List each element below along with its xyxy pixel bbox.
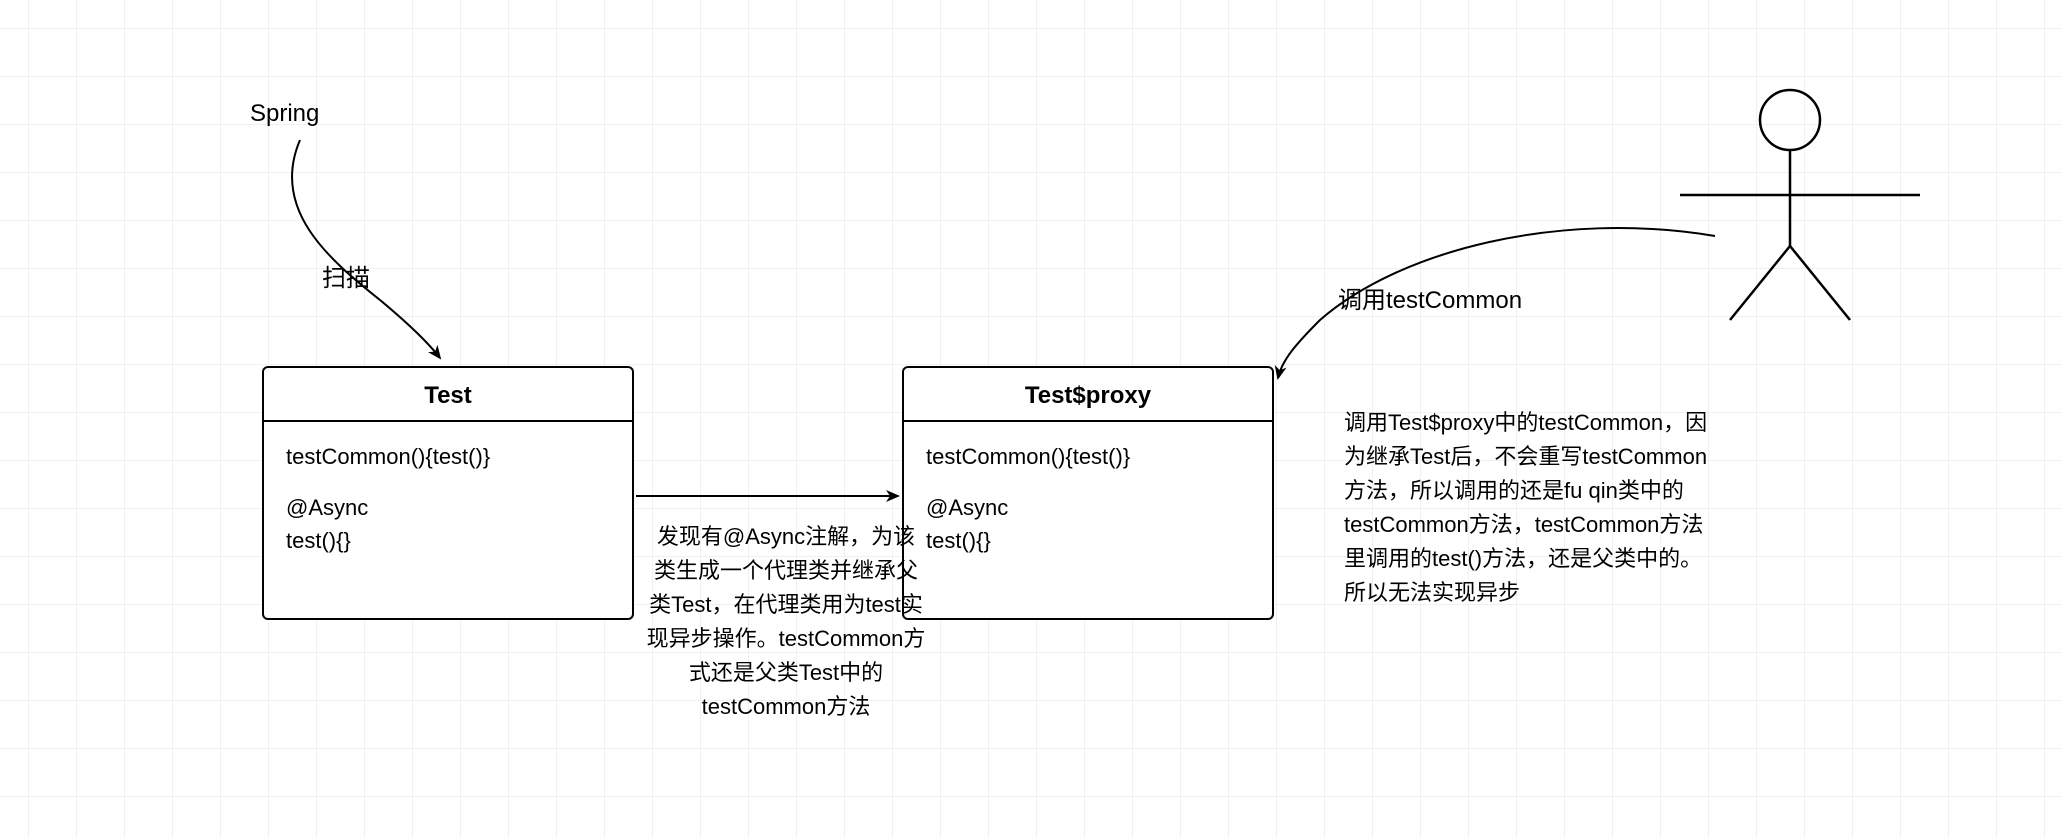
- diagram-canvas: Test testCommon(){test()} @Async test(){…: [0, 0, 2062, 838]
- note-right: 调用Test$proxy中的testCommon，因为继承Test后，不会重写t…: [1344, 406, 1714, 611]
- test-body-line3: test(){}: [286, 524, 610, 557]
- class-box-proxy: Test$proxy testCommon(){test()} @Async t…: [902, 366, 1274, 620]
- proxy-body-line1: testCommon(){test()}: [926, 440, 1250, 473]
- class-body-test: testCommon(){test()} @Async test(){}: [264, 422, 632, 575]
- test-body-line1: testCommon(){test()}: [286, 440, 610, 473]
- label-spring: Spring: [250, 100, 319, 128]
- proxy-body-line3: test(){}: [926, 524, 1250, 557]
- class-body-proxy: testCommon(){test()} @Async test(){}: [904, 422, 1272, 575]
- class-title-test: Test: [264, 368, 632, 422]
- test-body-line2: @Async: [286, 491, 610, 524]
- class-box-test: Test testCommon(){test()} @Async test(){…: [262, 366, 634, 620]
- note-middle: 发现有@Async注解，为该类生成一个代理类并继承父类Test，在代理类用为te…: [646, 520, 926, 725]
- class-title-proxy: Test$proxy: [904, 368, 1272, 422]
- label-call-testcommon: 调用testCommon: [1338, 280, 1522, 315]
- arrow-spring-to-test: [292, 140, 440, 358]
- proxy-body-line2: @Async: [926, 491, 1250, 524]
- actor-icon: [1680, 90, 1920, 320]
- label-scan: 扫描: [322, 258, 370, 293]
